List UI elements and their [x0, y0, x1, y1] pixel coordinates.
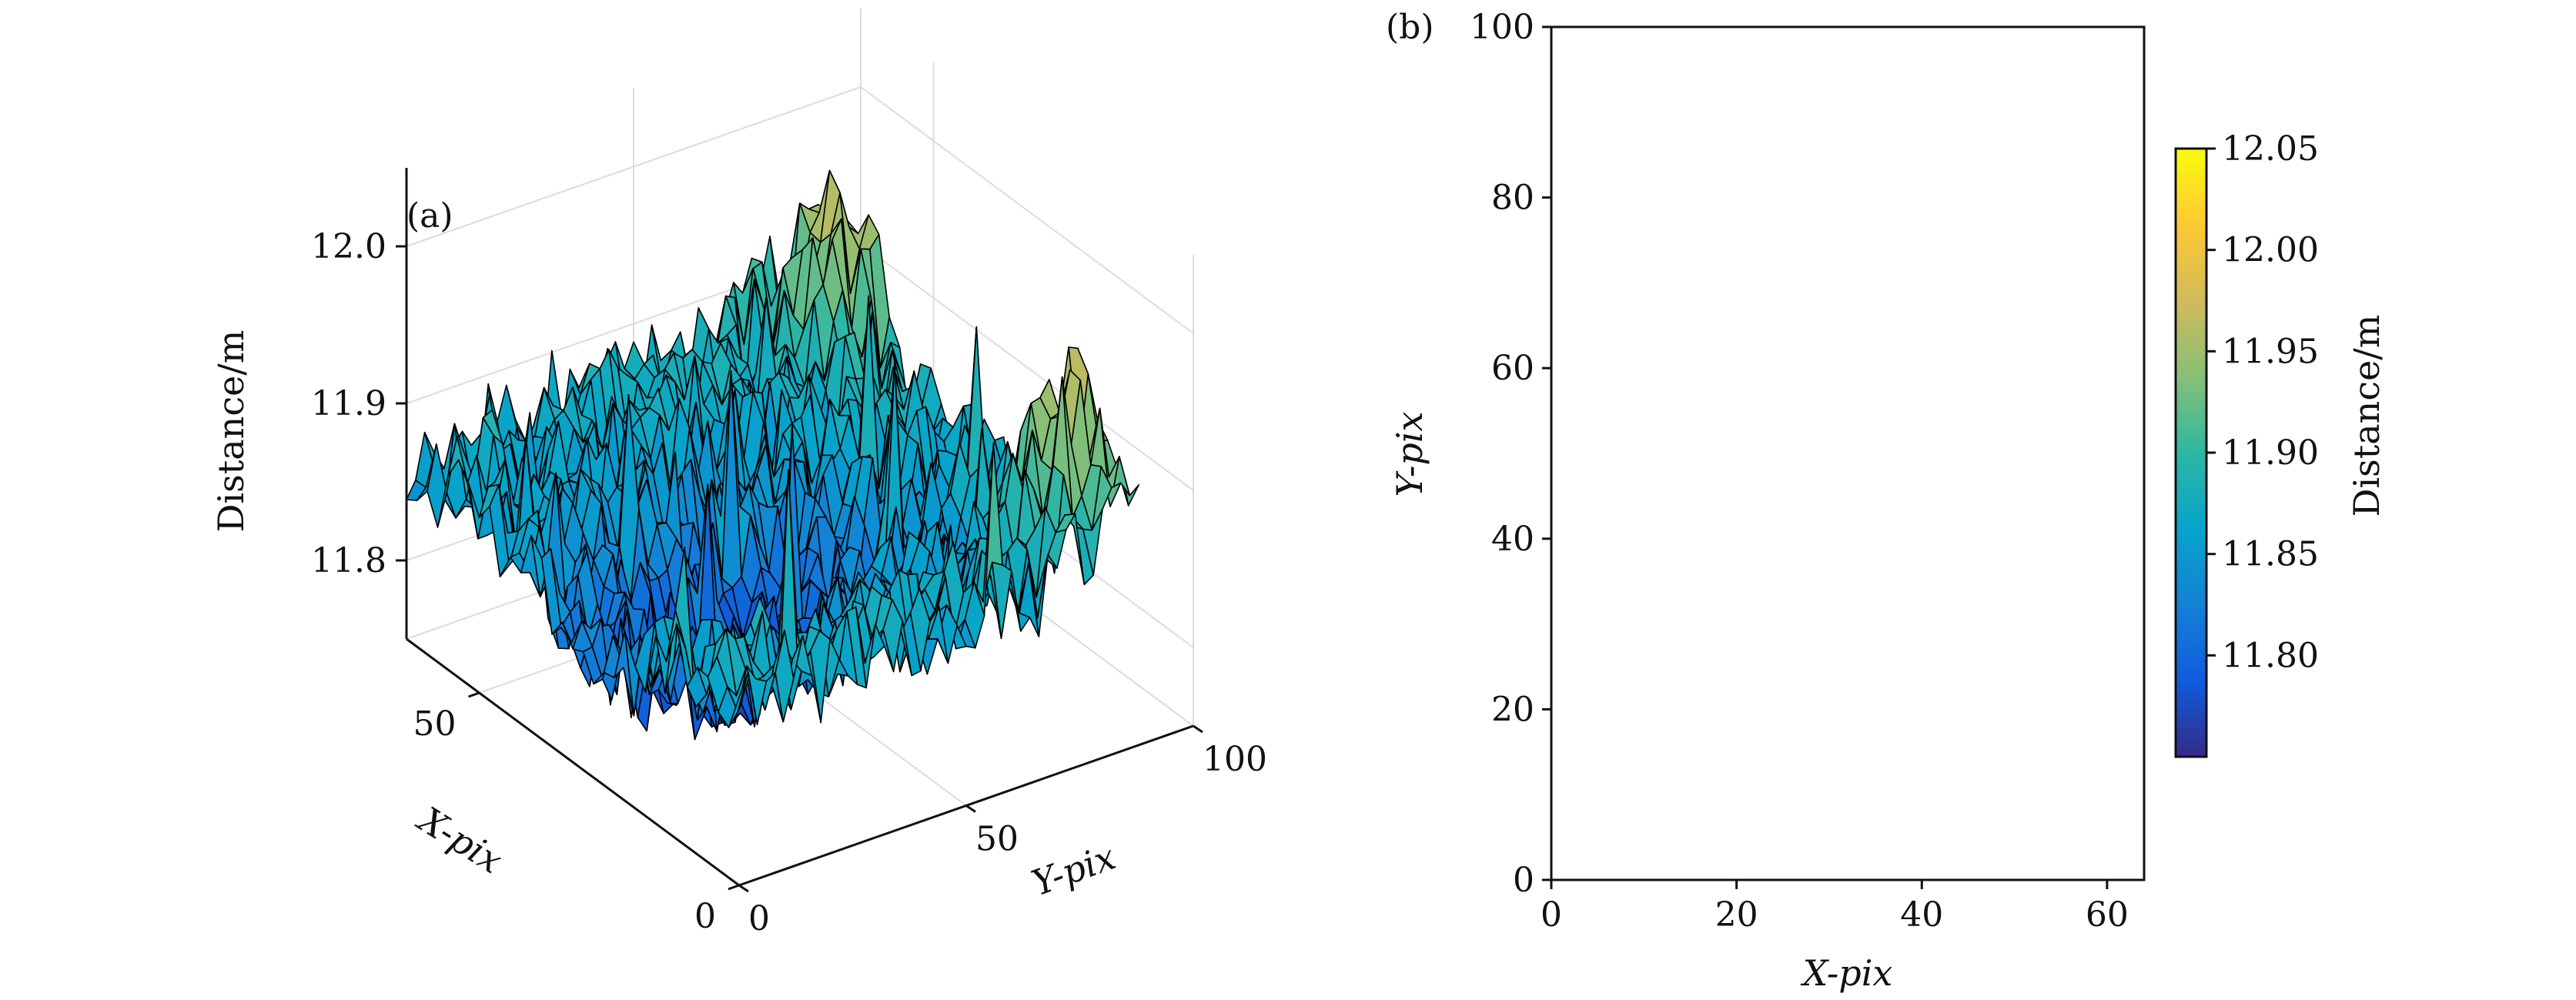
x-axis-line — [406, 637, 740, 887]
x-axis-label-a: X-pix — [410, 798, 510, 881]
panel-a-surface-plot: 11.8 11.9 12.0 0 50 0 50 100 (a) Distance/m X-p… — [210, 8, 1267, 938]
panel-label-b: (b) — [1386, 8, 1434, 47]
y-axis-label-a: Y-pix — [1026, 836, 1121, 905]
z-tick-label: 11.8 — [311, 541, 386, 580]
y-tick-label: 100 — [1203, 740, 1267, 779]
y-tick-label: 50 — [975, 820, 1019, 859]
x-tick-label: 0 — [694, 897, 716, 936]
y-tick-mark — [1193, 724, 1203, 734]
panel-label-a: (a) — [406, 196, 453, 236]
x-tick-mark — [467, 691, 480, 698]
x-tick-label: 50 — [413, 704, 457, 744]
y-tick-mark — [965, 804, 976, 813]
surface-face — [728, 671, 749, 728]
y-tick-label: 0 — [748, 899, 770, 938]
x-tick-mark — [728, 884, 740, 891]
z-tick-label: 11.9 — [311, 384, 386, 423]
surface-mesh — [406, 169, 1139, 741]
z-axis-label: Distance/m — [210, 330, 252, 533]
surface-ticks: 11.8 11.9 12.0 0 50 0 50 100 — [311, 227, 1267, 938]
z-tick-label: 12.0 — [311, 227, 386, 266]
y-tick-mark — [738, 884, 749, 893]
